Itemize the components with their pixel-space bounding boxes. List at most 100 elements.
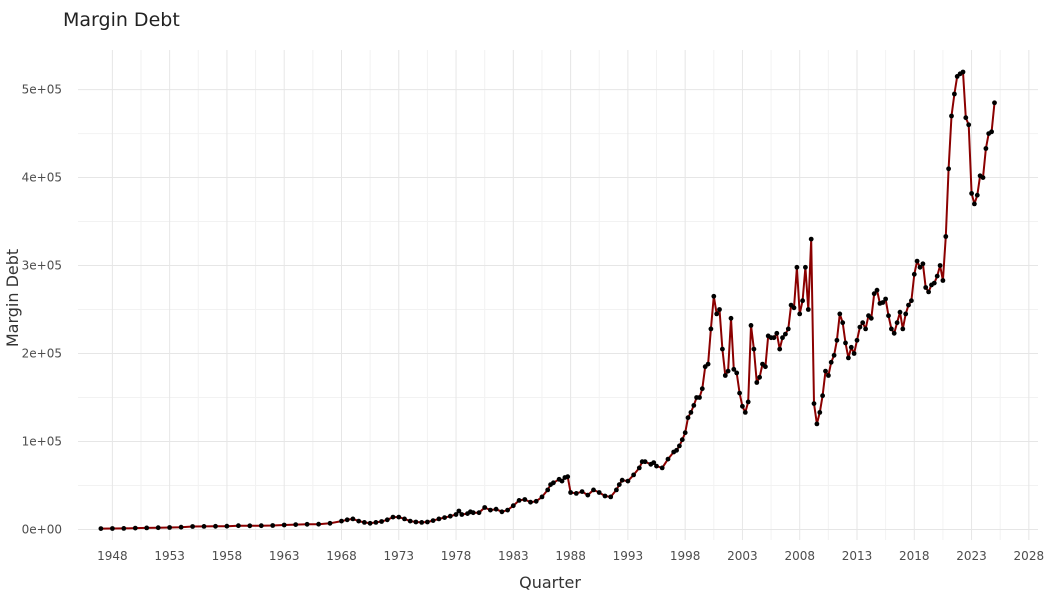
x-tick-label: 1988 xyxy=(555,549,586,563)
data-point xyxy=(682,430,688,436)
data-point xyxy=(725,368,731,374)
x-tick-label: 1978 xyxy=(441,549,472,563)
data-point xyxy=(714,311,720,317)
data-point xyxy=(708,326,714,332)
data-point xyxy=(476,510,482,516)
data-point xyxy=(665,456,671,462)
data-point xyxy=(963,115,969,121)
data-point xyxy=(619,477,625,483)
data-point xyxy=(178,524,184,530)
data-point xyxy=(616,482,622,487)
data-point xyxy=(293,522,299,527)
data-point xyxy=(224,523,230,529)
data-point xyxy=(857,324,863,330)
data-point xyxy=(407,518,413,524)
data-point xyxy=(934,273,940,279)
data-point xyxy=(98,526,104,531)
data-point xyxy=(992,100,997,106)
data-point xyxy=(367,520,373,526)
data-point xyxy=(814,421,820,427)
x-tick-label: 2008 xyxy=(784,549,815,563)
data-point xyxy=(889,326,894,332)
data-point xyxy=(110,526,115,531)
y-tick-label: 1e+05 xyxy=(22,434,62,448)
data-point xyxy=(780,335,785,341)
data-point xyxy=(436,516,442,522)
data-point xyxy=(871,291,877,297)
data-point xyxy=(774,330,780,336)
data-point xyxy=(132,525,138,531)
data-point xyxy=(258,523,264,529)
data-point xyxy=(659,465,665,471)
data-point xyxy=(545,487,551,493)
data-point xyxy=(771,335,777,341)
x-tick-label: 2018 xyxy=(899,549,930,563)
data-point xyxy=(846,355,851,361)
x-axis-ticks: 1948 1953 1958 1963 1968 1973 1978 1983 1988 1993… xyxy=(97,549,1044,563)
data-point xyxy=(679,437,685,443)
data-point xyxy=(843,340,848,346)
data-point xyxy=(614,487,619,493)
data-point xyxy=(510,503,516,509)
data-point xyxy=(565,474,571,480)
data-point xyxy=(505,507,510,513)
data-point xyxy=(551,480,556,486)
data-point xyxy=(362,520,367,525)
data-point xyxy=(402,516,407,522)
data-point xyxy=(456,508,462,514)
data-point xyxy=(914,258,920,264)
data-point xyxy=(717,307,722,312)
data-point xyxy=(373,520,379,525)
data-point xyxy=(837,311,843,317)
data-point xyxy=(800,298,805,304)
data-point xyxy=(983,146,989,151)
data-point xyxy=(949,113,954,119)
data-point xyxy=(828,359,834,365)
data-point xyxy=(247,523,253,529)
data-point xyxy=(677,443,682,449)
data-point xyxy=(144,525,150,531)
data-point xyxy=(201,524,207,529)
data-point xyxy=(909,298,914,304)
x-tick-label: 2003 xyxy=(727,549,758,563)
data-point xyxy=(748,323,754,328)
data-point xyxy=(493,506,499,512)
data-point xyxy=(499,509,505,515)
data-point xyxy=(943,234,949,239)
data-point xyxy=(167,525,173,530)
data-point xyxy=(745,399,751,405)
data-point xyxy=(453,512,459,517)
data-point xyxy=(808,236,814,242)
x-tick-label: 2013 xyxy=(842,549,873,563)
data-point xyxy=(568,490,573,495)
data-point xyxy=(966,122,972,128)
data-point xyxy=(470,510,476,516)
data-point xyxy=(742,410,748,415)
data-point xyxy=(533,498,539,504)
data-point xyxy=(754,380,760,385)
data-point xyxy=(785,326,791,332)
data-point xyxy=(811,401,817,406)
data-point xyxy=(396,514,402,520)
data-point xyxy=(926,289,931,295)
data-point xyxy=(900,326,906,332)
data-point xyxy=(631,472,636,478)
data-point xyxy=(728,315,734,321)
data-point xyxy=(720,346,725,352)
data-point xyxy=(848,344,854,350)
data-point xyxy=(459,512,465,517)
data-point xyxy=(579,489,585,494)
data-point xyxy=(447,513,453,519)
data-point xyxy=(851,351,857,356)
data-point xyxy=(931,280,937,286)
data-point xyxy=(920,261,926,267)
data-point xyxy=(642,459,648,465)
data-point xyxy=(602,493,608,499)
x-tick-label: 1993 xyxy=(613,549,644,563)
data-point xyxy=(425,519,430,525)
data-point xyxy=(763,364,768,370)
data-point xyxy=(482,505,488,510)
data-point xyxy=(688,410,694,415)
data-point xyxy=(831,352,837,358)
data-point xyxy=(791,305,797,311)
